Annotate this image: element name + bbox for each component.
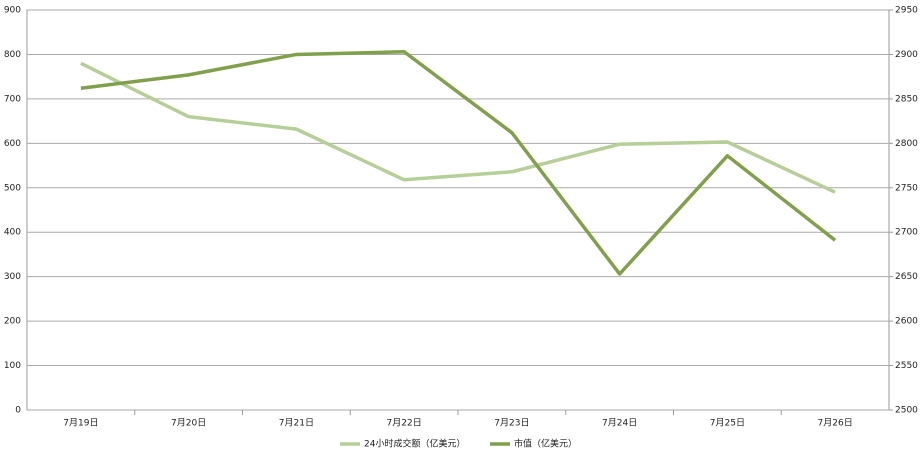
y-tick-label: 500 (4, 183, 21, 193)
y-tick-label: 600 (4, 139, 21, 149)
y-tick-label: 900 (4, 6, 21, 16)
y2-tick-label: 2900 (895, 50, 918, 60)
x-tick-label: 7月19日 (63, 418, 98, 429)
series-line (80, 50, 837, 276)
x-tick-label: 7月26日 (818, 418, 853, 429)
series-line (80, 61, 836, 194)
y2-tick-label: 2850 (895, 94, 918, 104)
y-tick-label: 200 (4, 317, 21, 327)
y2-tick-label: 2550 (895, 361, 918, 371)
legend-label: 24小时成交额（亿美元） (364, 438, 465, 450)
x-tick-label: 7月22日 (387, 418, 422, 429)
y2-tick-label: 2600 (895, 317, 918, 327)
x-tick-label: 7月20日 (171, 418, 206, 429)
plot-frame (26, 9, 890, 411)
y2-tick-label: 2650 (895, 272, 918, 282)
y-tick-label: 300 (4, 272, 21, 282)
y2-tick-label: 2950 (895, 6, 918, 16)
y-tick-label: 400 (4, 228, 21, 238)
y2-tick-label: 2750 (895, 183, 918, 193)
legend-label: 市值（亿美元） (514, 438, 577, 450)
y-tick-label: 700 (4, 94, 21, 104)
y-tick-label: 800 (4, 50, 21, 60)
x-tick-label: 7月24日 (602, 418, 637, 429)
y-tick-label: 100 (4, 361, 21, 371)
y-tick-label: 0 (15, 406, 21, 416)
y2-tick-label: 2800 (895, 139, 918, 149)
x-tick-label: 7月23日 (494, 418, 529, 429)
x-tick-label: 7月25日 (710, 418, 745, 429)
x-tick-label: 7月21日 (279, 418, 314, 429)
y2-tick-label: 2500 (895, 406, 918, 416)
y2-tick-label: 2700 (895, 228, 918, 238)
